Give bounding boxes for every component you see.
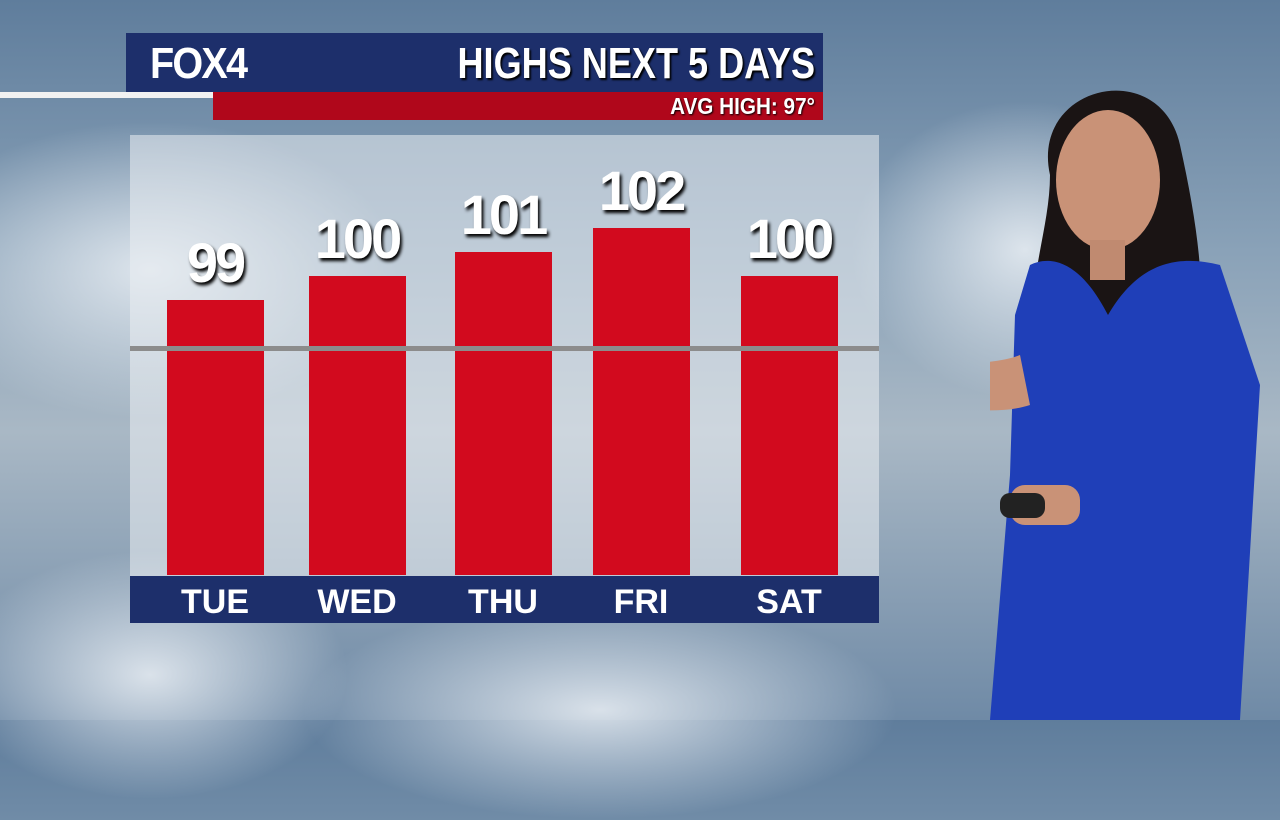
avg-high-line [130,346,879,351]
day-band [130,576,879,623]
divider [0,92,213,98]
header-bar: FOX4 HIGHS NEXT 5 DAYS [126,33,823,92]
day-label: TUE [181,583,249,621]
bar-wed [309,276,406,575]
data-label: 100 [314,207,402,270]
data-label: 99 [186,231,246,294]
data-label: 102 [598,159,686,222]
day-label: SAT [756,583,822,621]
avg-high-label: AVG HIGH: 97° [670,93,815,119]
data-label: 100 [746,207,834,270]
fox4-logo: FOX4 [150,39,248,88]
data-label: 101 [460,183,548,246]
day-label: THU [468,583,538,621]
bar-thu [455,252,552,575]
chart-title: HIGHS NEXT 5 DAYS [457,39,815,88]
bar-sat [741,276,838,575]
day-label: FRI [613,583,669,621]
day-label: WED [317,583,397,621]
bar-fri [593,228,690,575]
presenter-image [990,90,1260,720]
subheader-bar: AVG HIGH: 97° [213,92,823,120]
bar-tue [167,300,264,575]
